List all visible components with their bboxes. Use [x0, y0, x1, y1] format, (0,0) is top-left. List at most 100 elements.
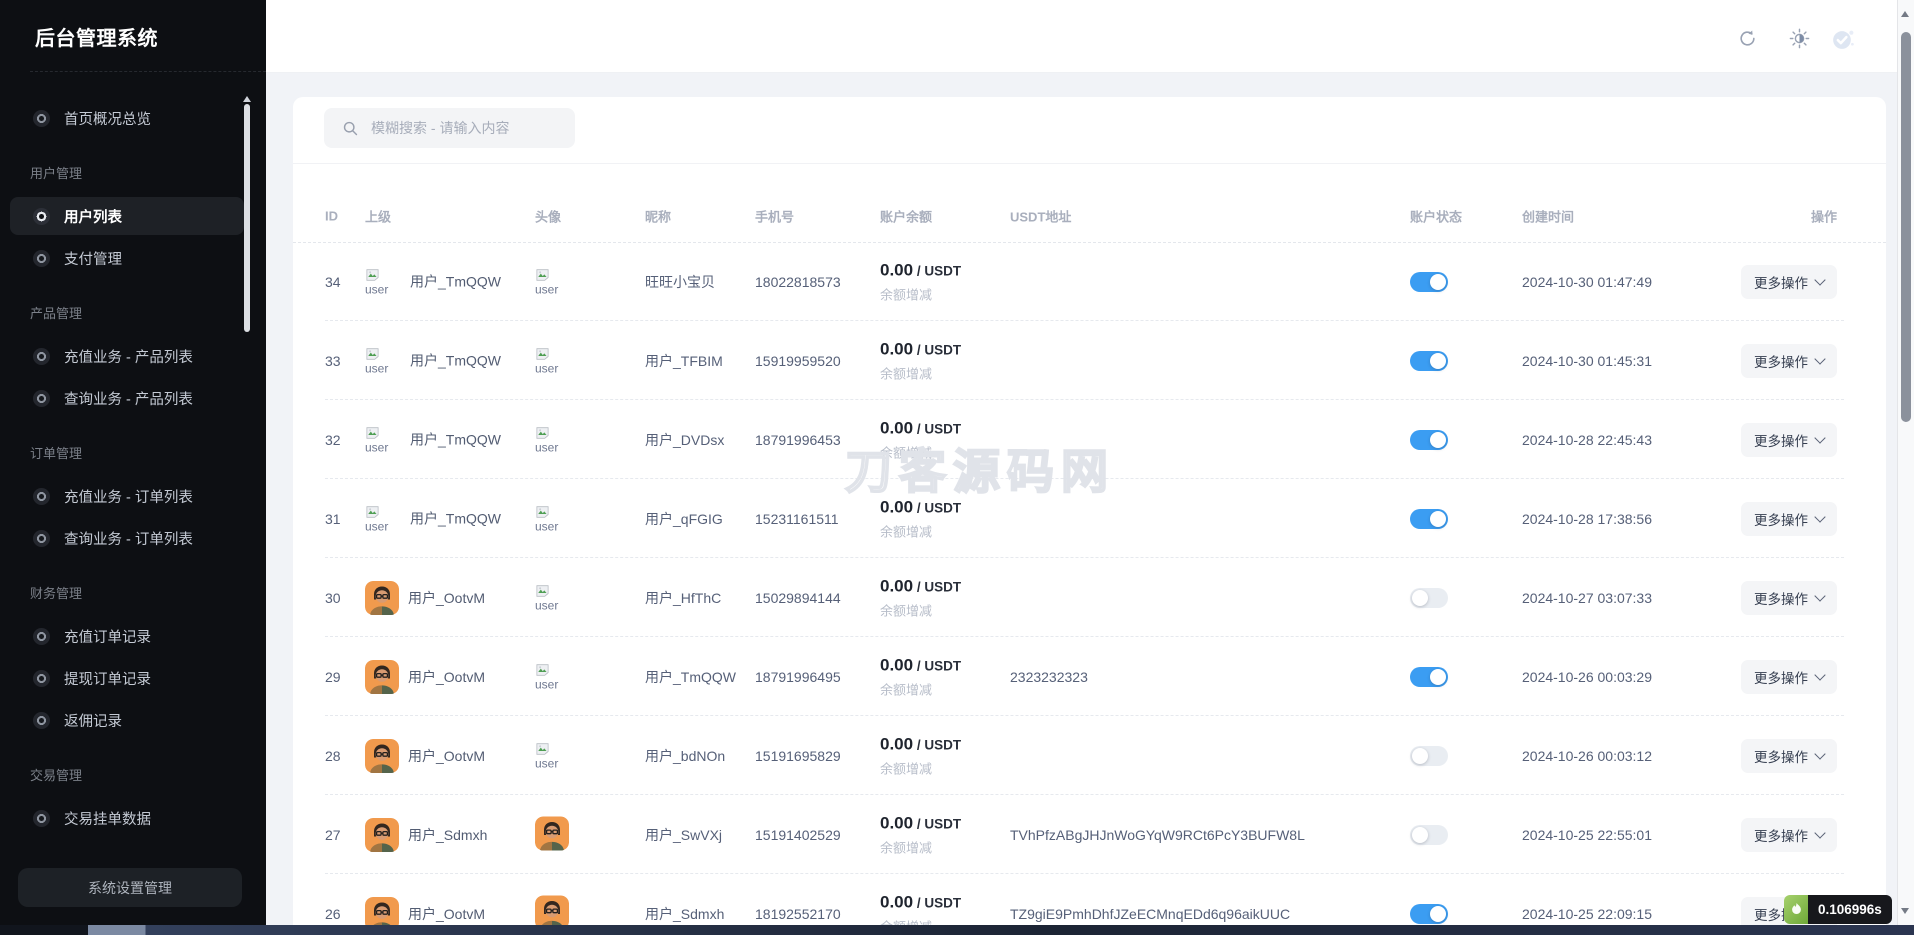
- more-actions-button[interactable]: 更多操作: [1741, 659, 1837, 694]
- cell-phone: 15191402529: [755, 826, 841, 843]
- cell-action: 更多操作: [1741, 817, 1837, 852]
- sidebar-item[interactable]: 用户列表: [10, 197, 244, 235]
- render-time: 0.106996s: [1808, 895, 1892, 924]
- content-card: 模糊搜索 - 请输入内容 ID 上级 头像 昵称 手机号 账户余额 USDT地址…: [293, 97, 1886, 935]
- sidebar-item-label: 查询业务 - 订单列表: [64, 531, 193, 548]
- cell-nickname: 用户_SwVXj: [645, 826, 723, 843]
- more-actions-button[interactable]: 更多操作: [1741, 343, 1837, 378]
- table-row: 34 user 用户_TmQQW user 旺旺小宝贝 18022818573 0.00 /…: [293, 242, 1886, 321]
- more-actions-label: 更多操作: [1754, 433, 1808, 449]
- balance-adjust-link[interactable]: 余额增减: [880, 840, 933, 855]
- cell-action: 更多操作: [1741, 738, 1837, 773]
- cell-status: [1410, 666, 1448, 687]
- menu-bullet-icon: [33, 529, 50, 547]
- sidebar-item[interactable]: 查询业务 - 订单列表: [10, 519, 244, 557]
- parent-name: 用户_TmQQW: [410, 510, 501, 527]
- balance-adjust-link[interactable]: 余额增减: [880, 445, 933, 460]
- sidebar-scroll-up-arrow[interactable]: [243, 92, 251, 102]
- balance-adjust-link[interactable]: 余额增减: [880, 603, 933, 618]
- vertical-scrollbar-thumb[interactable]: [1901, 32, 1911, 422]
- parent-name: 用户_Sdmxh: [408, 826, 488, 843]
- more-actions-button[interactable]: 更多操作: [1741, 422, 1837, 457]
- menu-bullet-icon: [33, 809, 50, 827]
- chevron-down-icon: [1814, 669, 1826, 681]
- sidebar-item-label: 首页概况总览: [64, 111, 151, 128]
- more-actions-button[interactable]: 更多操作: [1741, 817, 1837, 852]
- more-actions-button[interactable]: 更多操作: [1741, 501, 1837, 536]
- parent-name: 用户_OotvM: [408, 905, 486, 922]
- status-toggle[interactable]: [1410, 903, 1448, 924]
- more-actions-button[interactable]: 更多操作: [1741, 580, 1837, 615]
- cell-created-time: 2024-10-30 01:47:49: [1522, 273, 1652, 290]
- status-toggle[interactable]: [1410, 666, 1448, 687]
- status-toggle[interactable]: [1410, 824, 1448, 845]
- success-badge-icon[interactable]: [1830, 27, 1854, 51]
- cell-nickname: 用户_qFGIG: [645, 510, 723, 527]
- vertical-scrollbar[interactable]: [1897, 0, 1914, 925]
- cell-balance: 0.00 / USDT 余额增减: [880, 655, 961, 698]
- cell-phone: 15919959520: [755, 352, 841, 369]
- table-row: 33 user 用户_TmQQW user 用户_TFBIM 15919959520 0.0…: [293, 321, 1886, 400]
- status-toggle[interactable]: [1410, 508, 1448, 529]
- sidebar-item-label: 交易挂单数据: [64, 811, 151, 828]
- column-header-phone: 手机号: [755, 209, 795, 225]
- balance-adjust-link[interactable]: 余额增减: [880, 366, 933, 381]
- more-actions-button[interactable]: 更多操作: [1741, 264, 1837, 299]
- debug-time-badge[interactable]: 0.106996s: [1784, 895, 1892, 924]
- cell-phone: 15191695829: [755, 747, 841, 764]
- balance-adjust-link[interactable]: 余额增减: [880, 682, 933, 697]
- search-input[interactable]: 模糊搜索 - 请输入内容: [324, 108, 575, 148]
- sidebar-scrollbar-thumb[interactable]: [244, 104, 250, 332]
- table-row: 31 user 用户_TmQQW user 用户_qFGIG 15231161511 0.0…: [293, 479, 1886, 558]
- status-toggle[interactable]: [1410, 429, 1448, 450]
- sidebar-item[interactable]: 首页概况总览: [10, 99, 244, 137]
- broken-image-icon: user: [365, 267, 401, 296]
- sidebar-item[interactable]: 交易挂单数据: [10, 799, 244, 837]
- scroll-up-arrow[interactable]: [1901, 7, 1909, 17]
- balance-adjust-link[interactable]: 余额增减: [880, 287, 933, 302]
- cell-balance: 0.00 / USDT 余额增减: [880, 734, 961, 777]
- cell-id: 26: [325, 905, 341, 922]
- system-settings-button[interactable]: 系统设置管理: [18, 868, 242, 907]
- cell-id: 30: [325, 589, 341, 606]
- table-row: 32 user 用户_TmQQW user 用户_DVDsx 18791996453 0.0…: [293, 400, 1886, 479]
- balance-currency: / USDT: [913, 500, 962, 515]
- status-toggle[interactable]: [1410, 745, 1448, 766]
- search-placeholder: 模糊搜索 - 请输入内容: [371, 120, 510, 136]
- status-toggle[interactable]: [1410, 350, 1448, 371]
- column-header-action: 操作: [1810, 209, 1837, 225]
- topbar: [266, 0, 1897, 73]
- horizontal-scrollbar[interactable]: [0, 925, 1914, 935]
- balance-value: 0.00: [880, 892, 914, 911]
- cell-balance: 0.00 / USDT 余额增减: [880, 418, 961, 461]
- refresh-icon[interactable]: [1736, 27, 1760, 51]
- cell-id: 33: [325, 352, 341, 369]
- theme-toggle-icon[interactable]: [1788, 27, 1812, 51]
- broken-image-icon: user: [535, 662, 571, 691]
- sidebar-item[interactable]: 充值订单记录: [10, 617, 244, 655]
- sidebar-item[interactable]: 提现订单记录: [10, 659, 244, 697]
- sidebar-item[interactable]: 查询业务 - 产品列表: [10, 379, 244, 417]
- cell-avatar: user: [535, 267, 571, 296]
- status-toggle[interactable]: [1410, 271, 1448, 292]
- broken-image-icon: user: [535, 267, 571, 296]
- more-actions-button[interactable]: 更多操作: [1741, 738, 1837, 773]
- balance-value: 0.00: [880, 734, 914, 753]
- balance-adjust-link[interactable]: 余额增减: [880, 761, 933, 776]
- cell-status: [1410, 745, 1448, 766]
- chevron-down-icon: [1814, 353, 1826, 365]
- scroll-down-arrow[interactable]: [1901, 908, 1909, 918]
- broken-image-icon: user: [535, 583, 571, 612]
- sidebar-item[interactable]: 返佣记录: [10, 701, 244, 739]
- avatar: [365, 659, 399, 694]
- status-toggle[interactable]: [1410, 587, 1448, 608]
- sidebar-item[interactable]: 支付管理: [10, 239, 244, 277]
- cell-status: [1410, 271, 1448, 292]
- balance-adjust-link[interactable]: 余额增减: [880, 524, 933, 539]
- cell-id: 28: [325, 747, 341, 764]
- sidebar-item[interactable]: 充值业务 - 订单列表: [10, 477, 244, 515]
- cell-id: 31: [325, 510, 341, 527]
- cell-nickname: 用户_TFBIM: [645, 352, 723, 369]
- sidebar-item[interactable]: 充值业务 - 产品列表: [10, 337, 244, 375]
- table-row: 28 用户_OotvM user 用户_bdNOn 15191695829 0.00 / …: [293, 716, 1886, 795]
